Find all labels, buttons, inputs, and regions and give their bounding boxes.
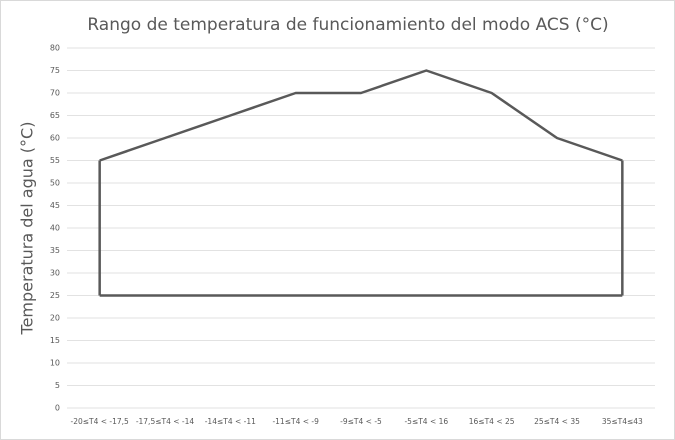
y-tick-label: 55	[50, 156, 60, 165]
x-tick-label: 35≤T4≤43	[602, 417, 643, 426]
y-tick-label: 60	[50, 134, 60, 143]
y-tick-label: 80	[50, 44, 60, 53]
x-tick-label: -20≤T4 < -17,5	[70, 417, 129, 426]
series-line	[99, 69, 623, 162]
y-tick-label: 10	[50, 359, 60, 368]
y-tick-label: 70	[50, 89, 60, 98]
y-axis-label: Temperatura del agua (°C)	[18, 122, 37, 336]
y-tick-label: 25	[50, 291, 60, 300]
x-tick-label: -9≤T4 < -5	[340, 417, 382, 426]
x-tick-label: 25≤T4 < 35	[534, 417, 580, 426]
y-tick-label: 15	[50, 336, 60, 345]
x-tick-label: -17,5≤T4 < -14	[136, 417, 195, 426]
y-tick-label: 65	[50, 111, 60, 120]
y-tick-label: 50	[50, 179, 60, 188]
chart-title: Rango de temperatura de funcionamiento d…	[87, 15, 608, 35]
y-tick-label: 0	[55, 404, 60, 413]
y-tick-label: 35	[50, 246, 60, 255]
y-tick-label: 20	[50, 314, 60, 323]
x-tick-label: -5≤T4 < 16	[404, 417, 448, 426]
y-tick-label: 40	[50, 224, 60, 233]
y-tick-label: 75	[50, 66, 60, 75]
x-tick-label: -14≤T4 < -11	[205, 417, 256, 426]
y-tick-label: 30	[50, 269, 60, 278]
x-tick-label: 16≤T4 < 25	[469, 417, 515, 426]
y-tick-label: 5	[55, 381, 60, 390]
y-tick-label: 45	[50, 201, 60, 210]
x-tick-label: -11≤T4 < -9	[272, 417, 319, 426]
